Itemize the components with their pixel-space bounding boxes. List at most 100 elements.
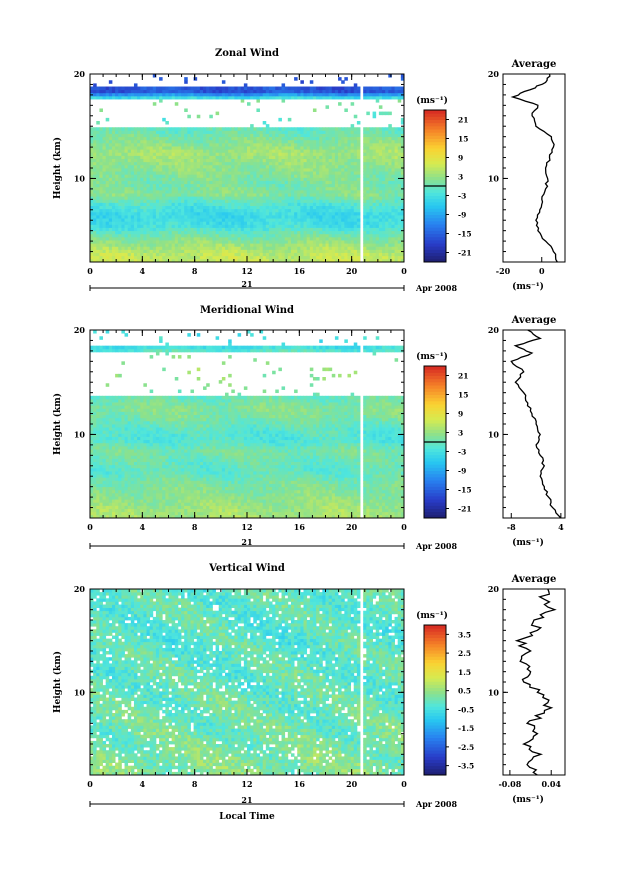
heatmap-cell — [221, 171, 226, 175]
heatmap-cell — [105, 117, 110, 122]
heatmap-cell — [281, 89, 286, 94]
heatmap-cell — [221, 199, 226, 203]
heatmap-cell — [209, 215, 213, 219]
heatmap-cell — [256, 99, 260, 103]
heatmap-cell — [240, 255, 245, 260]
heatmap-cell — [278, 218, 282, 222]
heatmap-cell — [225, 155, 229, 159]
heatmap-cell — [118, 233, 122, 238]
heatmap-cell — [137, 240, 141, 244]
heatmap-cell — [225, 136, 229, 141]
heatmap-cell — [118, 139, 122, 144]
heatmap-cell — [300, 208, 304, 213]
heatmap-cell — [212, 208, 216, 213]
heatmap-cell — [281, 236, 286, 241]
heatmap-cell — [171, 224, 176, 228]
heatmap-cell — [372, 155, 377, 159]
colorbar-tick-label: -21 — [458, 249, 472, 258]
heatmap-cell — [118, 168, 122, 172]
heatmap-cell — [199, 208, 204, 213]
heatmap-cell — [152, 230, 157, 235]
heatmap-cell — [294, 193, 298, 197]
heatmap-cell — [281, 136, 286, 141]
heatmap-cell — [394, 92, 399, 97]
heatmap-cell — [353, 208, 358, 213]
heatmap-cell — [397, 92, 402, 97]
heatmap-cell — [212, 183, 216, 188]
heatmap-cell — [149, 199, 154, 203]
heatmap-cell — [259, 127, 264, 131]
heatmap-cell — [366, 146, 370, 150]
heatmap-cell — [256, 127, 260, 131]
heatmap-cell — [146, 240, 151, 244]
heatmap-cell — [341, 199, 345, 203]
heatmap-cell — [203, 139, 207, 144]
heatmap-cell — [212, 92, 216, 97]
heatmap-cell — [378, 186, 383, 191]
heatmap-cell — [247, 258, 251, 263]
heatmap-cell — [366, 189, 370, 194]
heatmap-cell — [225, 196, 229, 200]
heatmap-cell — [306, 258, 311, 263]
heatmap-cell — [174, 152, 179, 156]
heatmap-cell — [196, 189, 201, 194]
heatmap-cell — [130, 89, 135, 94]
heatmap-cell — [127, 252, 132, 257]
heatmap-cell — [203, 255, 207, 260]
heatmap-cell — [256, 227, 260, 232]
heatmap-cell — [240, 171, 245, 175]
heatmap-cell — [278, 249, 282, 253]
heatmap-cell — [284, 249, 289, 253]
heatmap-cell — [105, 186, 110, 191]
heatmap-cell — [162, 171, 166, 175]
heatmap-cell — [193, 180, 198, 185]
heatmap-cell — [265, 243, 270, 247]
heatmap-cell — [159, 183, 163, 188]
heatmap-cell — [262, 236, 267, 241]
heatmap-cell — [127, 155, 132, 159]
heatmap-cell — [284, 171, 289, 175]
heatmap-cell — [190, 158, 195, 163]
heatmap-cell — [155, 205, 160, 210]
heatmap-cell — [397, 240, 402, 244]
heatmap-cell — [133, 136, 138, 141]
heatmap-cell — [366, 133, 370, 138]
heatmap-cell — [209, 258, 213, 263]
heatmap-cell — [272, 246, 276, 250]
heatmap-cell — [174, 199, 179, 203]
heatmap-cell — [146, 193, 151, 197]
heatmap-cell — [196, 243, 201, 247]
heatmap-cell — [234, 208, 238, 213]
heatmap-cell — [303, 130, 308, 134]
heatmap-cell — [247, 174, 251, 178]
heatmap-cell — [96, 202, 100, 206]
heatmap-cell — [212, 255, 216, 260]
heatmap-cell — [391, 158, 395, 163]
heatmap-cell — [215, 152, 220, 156]
heatmap-cell — [375, 158, 380, 163]
heatmap-cell — [143, 199, 147, 203]
heatmap-cell — [243, 86, 248, 91]
heatmap-cell — [328, 168, 333, 172]
heatmap-cell — [338, 221, 342, 225]
heatmap-cell — [162, 183, 166, 188]
heatmap-cell — [250, 95, 254, 100]
heatmap-cell — [394, 215, 399, 219]
heatmap-cell — [187, 243, 191, 247]
heatmap-cell — [341, 95, 345, 100]
heatmap-cell — [331, 95, 336, 100]
heatmap-cell — [400, 221, 405, 225]
heatmap-cell — [309, 180, 314, 185]
heatmap-cell — [394, 142, 399, 147]
heatmap-cell — [203, 183, 207, 188]
heatmap-cell — [369, 158, 373, 163]
heatmap-cell — [272, 199, 276, 203]
heatmap-cell — [287, 258, 292, 263]
heatmap-cell — [237, 164, 242, 169]
heatmap-cell — [184, 127, 188, 131]
heatmap-cell — [281, 164, 286, 169]
heatmap-cell — [272, 236, 276, 241]
heatmap-cell — [290, 152, 295, 156]
heatmap-cell — [152, 224, 157, 228]
heatmap-cell — [121, 230, 125, 235]
